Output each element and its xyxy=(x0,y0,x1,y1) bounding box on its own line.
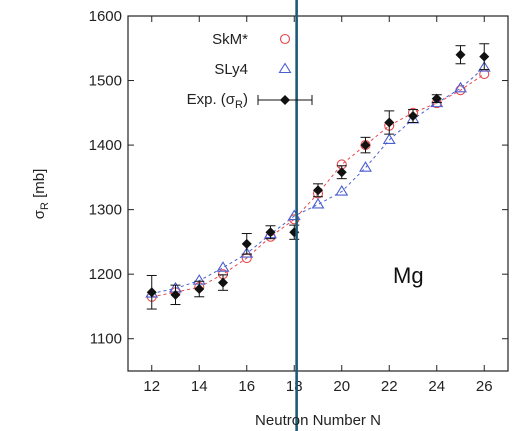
x-tick-label: 16 xyxy=(238,378,255,395)
x-tick-label: 26 xyxy=(476,378,493,395)
x-tick-label: 18 xyxy=(286,378,303,395)
y-tick-label: 1600 xyxy=(89,8,122,25)
y-tick-label: 1100 xyxy=(90,331,122,348)
data-point xyxy=(454,81,467,93)
data-point xyxy=(431,93,442,104)
data-point xyxy=(216,261,230,272)
series-line xyxy=(151,67,485,295)
y-tick-label: 1200 xyxy=(89,266,122,283)
x-axis-title: Neutron Number N xyxy=(255,412,381,429)
data-point xyxy=(359,161,372,172)
data-point xyxy=(146,287,157,298)
data-point xyxy=(336,167,347,178)
legend-marker-sly4 xyxy=(278,62,292,74)
data-point xyxy=(382,133,396,144)
data-point xyxy=(477,61,491,72)
data-point xyxy=(311,197,325,209)
legend: SkM* SLy4 Exp. (σR) xyxy=(187,31,313,111)
legend-label-skm: SkM* xyxy=(212,31,248,48)
x-tick-label: 24 xyxy=(428,378,445,395)
x-tick-label: 22 xyxy=(381,378,398,395)
element-annotation: Mg xyxy=(393,263,424,288)
y-tick-label: 1500 xyxy=(89,73,122,90)
x-tick-label: 20 xyxy=(333,378,350,395)
legend-marker-skm xyxy=(279,33,291,45)
y-tick-label: 1400 xyxy=(89,137,122,154)
data-point xyxy=(170,289,181,300)
axis-ticks: 12 14 16 18 20 22 24 26 1100 1200 1300 1400 1500 1600 xyxy=(89,8,508,395)
series-diamond xyxy=(146,43,490,310)
y-axis-title: σR [mb] xyxy=(31,169,51,220)
data-point xyxy=(313,185,323,196)
data-point xyxy=(335,185,349,196)
data-point xyxy=(265,227,276,238)
data-point xyxy=(479,51,490,62)
legend-label-sly4: SLy4 xyxy=(214,61,248,78)
data-point xyxy=(194,284,205,295)
series-layer xyxy=(145,43,491,310)
data-point xyxy=(240,246,254,258)
data-point xyxy=(241,238,252,249)
x-tick-label: 14 xyxy=(191,378,208,395)
data-point xyxy=(455,49,466,60)
legend-marker-exp xyxy=(257,95,313,105)
legend-label-exp: Exp. (σR) xyxy=(187,91,248,111)
x-tick-label: 12 xyxy=(143,378,160,395)
data-point xyxy=(384,117,395,128)
y-tick-label: 1300 xyxy=(89,202,122,219)
data-point xyxy=(360,140,371,151)
data-point xyxy=(408,111,418,122)
data-point xyxy=(218,277,228,288)
plot-frame xyxy=(127,15,509,372)
